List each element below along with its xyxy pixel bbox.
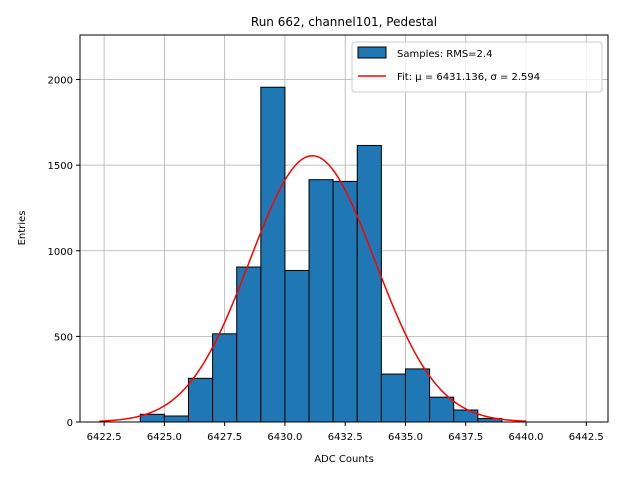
histogram-bar xyxy=(380,373,406,423)
plot-frame xyxy=(79,34,609,423)
legend-box xyxy=(351,41,603,93)
legend-fit-label: Fit: μ = 6431.136, σ = 2.594 xyxy=(397,72,540,83)
legend-samples-swatch xyxy=(357,46,387,59)
x-tick-label: 6437.5 xyxy=(448,432,483,443)
histogram-bars xyxy=(139,86,503,423)
x-axis-label: ADC Counts xyxy=(314,454,374,465)
x-axis-ticks: 6422.5 6425.0 6427.5 6430.0 6432.5 6435.0 6437… xyxy=(87,422,604,443)
x-tick-label: 6442.5 xyxy=(569,432,604,443)
legend-samples-label: Samples: RMS=2.4 xyxy=(397,49,492,60)
histogram-bar xyxy=(284,269,310,423)
x-tick-label: 6427.5 xyxy=(207,432,242,443)
histogram-bar xyxy=(187,377,214,423)
histogram-bar xyxy=(332,180,358,423)
histogram-bar xyxy=(260,86,286,423)
y-tick-label: 1000 xyxy=(48,247,73,258)
histogram-bar xyxy=(429,396,455,423)
chart-title: Run 662, channel101, Pedestal xyxy=(251,15,437,29)
x-tick-label: 6422.5 xyxy=(87,432,122,443)
histogram-bar xyxy=(308,179,334,423)
x-tick-label: 6430.0 xyxy=(267,432,302,443)
histogram-bar xyxy=(404,368,431,423)
x-tick-label: 6425.0 xyxy=(147,432,182,443)
y-axis-label: Entries xyxy=(17,211,28,246)
histogram-bar xyxy=(236,266,262,423)
histogram-bar xyxy=(356,144,382,423)
x-tick-label: 6435.0 xyxy=(388,432,423,443)
histogram-bar xyxy=(163,415,189,423)
gaussian-fit-curve xyxy=(99,154,527,422)
y-tick-label: 2000 xyxy=(48,76,73,87)
x-tick-label: 6432.5 xyxy=(328,432,363,443)
histogram-bar xyxy=(453,409,479,423)
y-axis-ticks: 0 500 1000 1500 2000 xyxy=(48,76,80,429)
x-tick-label: 6440.0 xyxy=(509,432,544,443)
y-tick-label: 1500 xyxy=(48,161,73,172)
histogram-bar xyxy=(212,333,238,423)
y-tick-label: 0 xyxy=(67,418,73,429)
y-tick-label: 500 xyxy=(54,332,73,343)
legend: Samples: RMS=2.4 Fit: μ = 6431.136, σ = … xyxy=(351,41,603,93)
